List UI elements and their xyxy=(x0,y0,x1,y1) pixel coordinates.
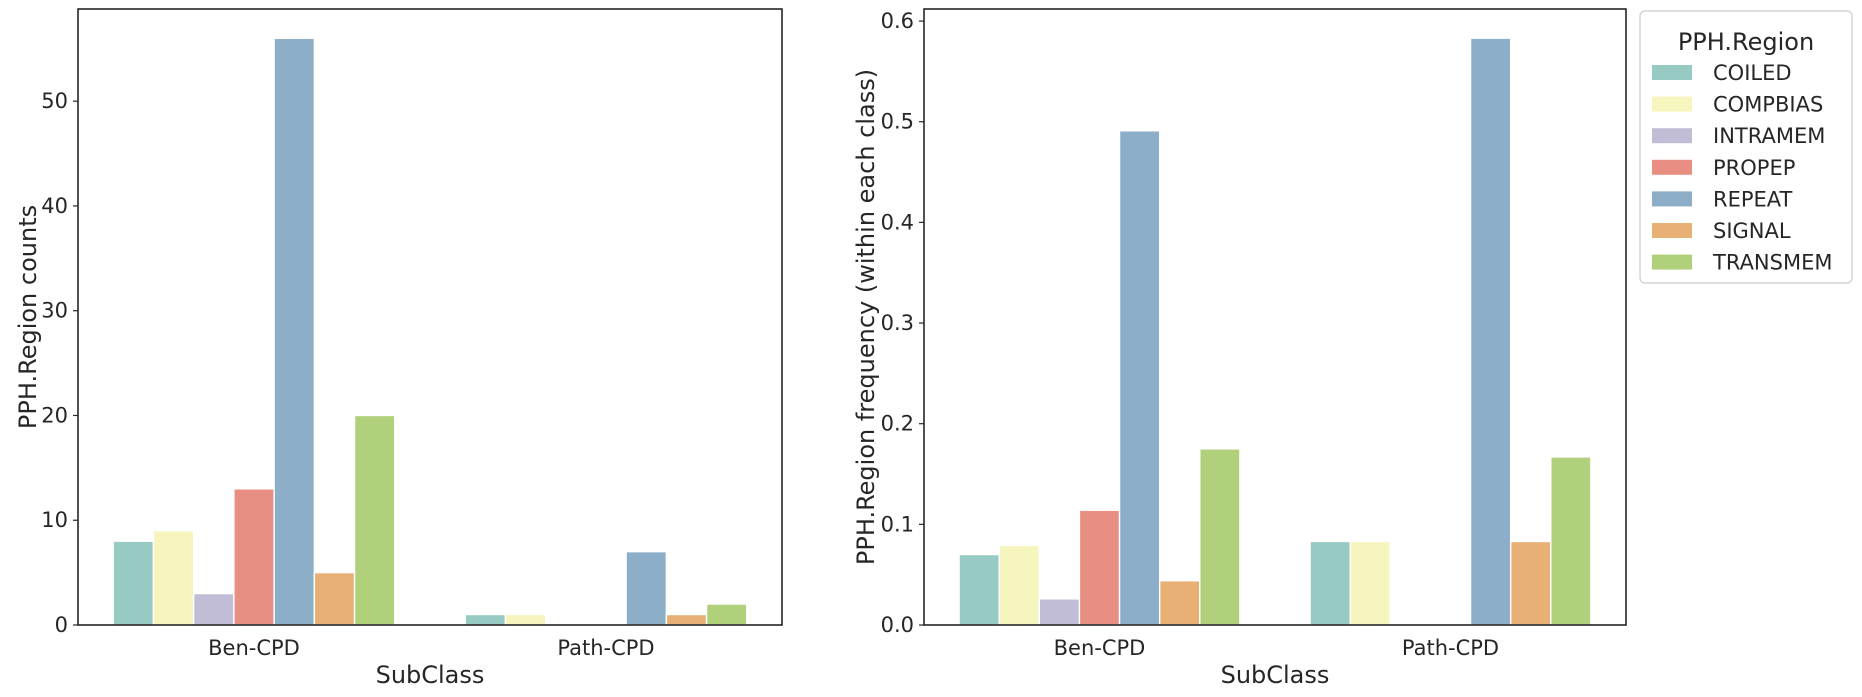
bar-signal-ben-cpd xyxy=(313,571,356,626)
bar-transmem-path-cpd xyxy=(705,603,748,626)
y-axis-label: PPH.Region counts xyxy=(14,205,42,429)
bar-intramem-ben-cpd xyxy=(1038,598,1081,626)
bar-repeat-path-cpd xyxy=(1469,37,1512,626)
legend-label-compbias: COMPBIAS xyxy=(1713,93,1823,117)
legend-swatch-compbias xyxy=(1652,96,1692,112)
legend-swatch-signal xyxy=(1652,223,1692,238)
x-tick-label: Path-CPD xyxy=(557,636,654,660)
bar-compbias-path-cpd xyxy=(1349,540,1392,626)
legend-swatch-propep xyxy=(1652,159,1692,175)
x-tick-label: Path-CPD xyxy=(1402,636,1499,660)
y-tick-label: 0.1 xyxy=(881,512,914,536)
legend-swatch-transmem xyxy=(1652,254,1692,270)
legend-frame xyxy=(1639,10,1853,284)
x-tick-label: Ben-CPD xyxy=(208,636,300,660)
y-tick-label: 0.2 xyxy=(881,412,914,436)
bar-propep-ben-cpd xyxy=(1078,509,1121,626)
legend-swatch-repeat xyxy=(1652,191,1692,207)
y-tick-label: 0.3 xyxy=(881,311,914,335)
bar-coiled-ben-cpd xyxy=(112,540,155,626)
plot-frame xyxy=(923,8,1627,626)
legend-label-coiled: COILED xyxy=(1713,61,1792,85)
y-tick-label: 40 xyxy=(41,194,68,218)
legend-swatch-coiled xyxy=(1652,65,1692,80)
bar-compbias-ben-cpd xyxy=(152,530,195,626)
legend-label-transmem: TRANSMEM xyxy=(1712,251,1832,275)
bar-repeat-ben-cpd xyxy=(273,37,316,626)
bar-coiled-path-cpd xyxy=(464,613,507,626)
legend-label-propep: PROPEP xyxy=(1713,156,1795,180)
y-tick-label: 30 xyxy=(41,299,68,323)
y-tick-label: 50 xyxy=(41,89,68,113)
y-tick-label: 0.0 xyxy=(881,613,914,637)
bar-transmem-ben-cpd xyxy=(1199,448,1241,626)
legend-label-intramem: INTRAMEM xyxy=(1713,124,1825,148)
y-tick-label: 0.5 xyxy=(881,110,914,134)
legend-label-repeat: REPEAT xyxy=(1713,187,1793,211)
y-tick-label: 20 xyxy=(41,403,68,427)
bar-signal-ben-cpd xyxy=(1158,580,1201,626)
y-tick-label: 0 xyxy=(55,613,68,637)
y-axis-label: PPH.Region frequency (within each class) xyxy=(852,69,880,565)
legend: PPH.Region COILED COMPBIAS INTRAMEM PROPEP R… xyxy=(1639,10,1853,284)
bar-signal-path-cpd xyxy=(665,613,708,626)
bar-propep-ben-cpd xyxy=(233,488,275,626)
bar-transmem-path-cpd xyxy=(1550,456,1592,626)
bar-signal-path-cpd xyxy=(1509,540,1552,626)
plot-frame xyxy=(77,8,783,626)
y-tick-label: 0.6 xyxy=(881,9,914,33)
bar-coiled-path-cpd xyxy=(1309,540,1351,626)
bar-repeat-ben-cpd xyxy=(1118,130,1161,626)
y-tick-label: 10 xyxy=(41,508,68,532)
frequency-chart: 0.0 0.1 0.2 0.3 0.4 0.5 0.6 Ben-CPD Path-CPD SubC… xyxy=(852,8,1627,689)
bar-transmem-ben-cpd xyxy=(353,414,396,626)
y-tick-label: 0.4 xyxy=(881,210,914,234)
x-axis-label: SubClass xyxy=(376,661,485,689)
legend-label-signal: SIGNAL xyxy=(1713,219,1791,243)
bar-repeat-path-cpd xyxy=(625,550,668,626)
x-axis-label: SubClass xyxy=(1221,661,1330,689)
legend-title: PPH.Region xyxy=(1678,28,1814,56)
legend-swatch-intramem xyxy=(1652,128,1692,144)
counts-chart: 0 10 20 30 40 50 Ben-CPD Path-CPD SubClass PPH.Re… xyxy=(14,8,783,689)
x-tick-label: Ben-CPD xyxy=(1054,636,1146,660)
bar-compbias-ben-cpd xyxy=(998,544,1041,626)
bar-intramem-ben-cpd xyxy=(192,592,235,626)
bar-coiled-ben-cpd xyxy=(958,553,1000,626)
bar-compbias-path-cpd xyxy=(504,613,547,626)
